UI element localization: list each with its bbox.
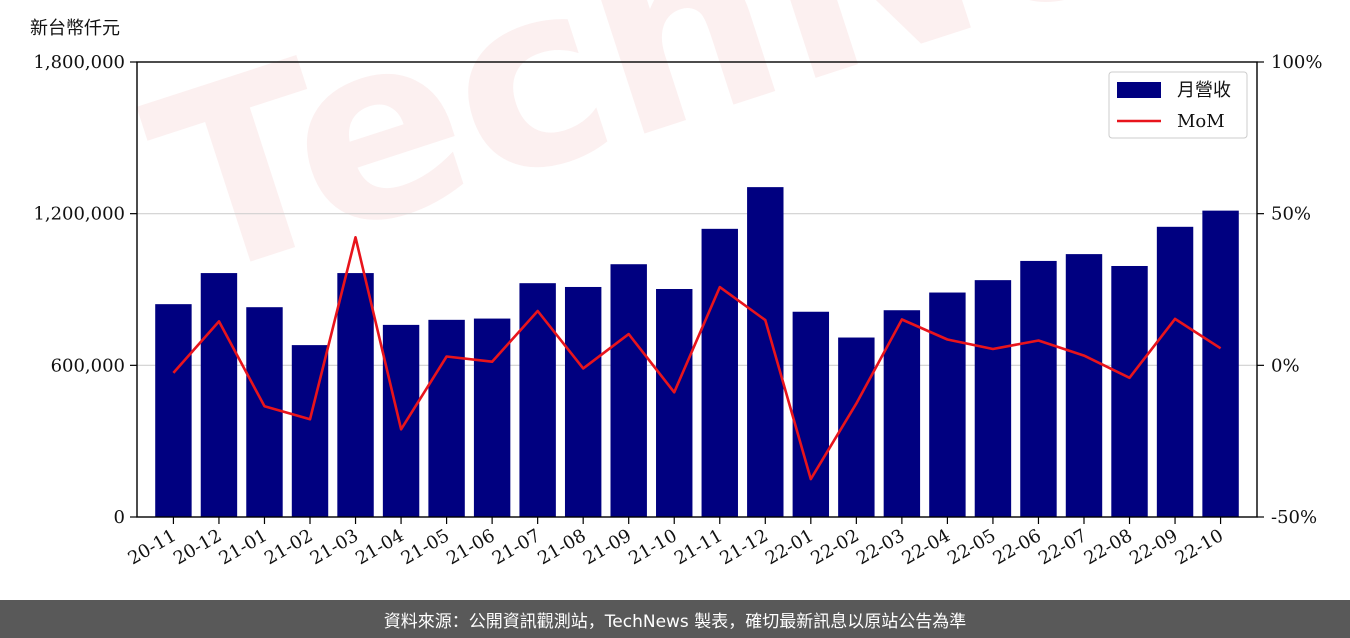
- revenue-chart: 0 600,000 1,200,000 1,800,000 -50% 0% 50% 100% 2…: [33, 52, 1322, 569]
- revenue-bar: [564, 286, 602, 517]
- x-tick-label: 22-10: [1172, 525, 1227, 569]
- revenue-bar: [883, 310, 921, 517]
- x-tick-label: 21-08: [534, 525, 589, 569]
- revenue-bar: [428, 319, 465, 517]
- x-tick-label: 22-03: [853, 525, 908, 569]
- revenue-bar: [1065, 254, 1103, 517]
- revenue-bar: [155, 304, 192, 517]
- x-tick-label: 21-05: [398, 525, 453, 569]
- y-right-tick-label: 100%: [1271, 52, 1322, 73]
- x-tick-label: 22-05: [944, 525, 999, 569]
- x-tick-label: 22-02: [807, 525, 862, 569]
- x-tick-label: 21-10: [625, 525, 680, 569]
- revenue-bar: [656, 288, 693, 517]
- y-right-tick-label: 50%: [1271, 204, 1311, 225]
- x-tick-label: 22-04: [898, 525, 953, 569]
- revenue-bar: [382, 324, 420, 517]
- revenue-bar: [929, 292, 966, 517]
- plot-frame: [136, 61, 1258, 518]
- revenue-bar: [473, 318, 511, 517]
- x-tick-label: 21-11: [671, 525, 726, 569]
- y-left-tick-label: 0: [114, 507, 125, 528]
- mom-line: [172, 236, 1222, 481]
- y-left-tick-label: 600,000: [51, 355, 125, 376]
- y-axis-unit-label: 新台幣仟元: [30, 18, 120, 39]
- revenue-bar: [200, 273, 238, 517]
- x-tick-label: 22-01: [762, 525, 817, 569]
- revenue-bar: [1111, 265, 1148, 517]
- x-tick-label: 21-01: [216, 525, 271, 569]
- x-tick-label: 21-07: [489, 525, 544, 569]
- revenue-bar: [701, 228, 738, 518]
- legend-bar-label: 月營收: [1177, 80, 1231, 101]
- revenue-bar: [1202, 210, 1239, 517]
- revenue-bar: [337, 273, 374, 517]
- x-tick-label: 21-02: [261, 525, 316, 569]
- legend-line-label: MoM: [1177, 111, 1225, 132]
- source-footer: 資料來源：公開資訊觀測站，TechNews 製表，確切最新訊息以原站公告為準: [0, 600, 1350, 638]
- x-tick-label: 21-12: [716, 525, 771, 569]
- y-right-tick-label: 0%: [1271, 355, 1300, 376]
- source-footer-text: 資料來源：公開資訊觀測站，TechNews 製表，確切最新訊息以原站公告為準: [383, 611, 967, 632]
- x-tick-label: 22-06: [990, 525, 1045, 569]
- y-right-tick-label: -50%: [1271, 507, 1317, 528]
- y-left-tick-label: 1,200,000: [33, 204, 125, 225]
- revenue-bar: [519, 283, 556, 517]
- revenue-bar: [974, 280, 1012, 517]
- x-tick-label: 21-03: [307, 525, 362, 569]
- x-tick-label: 20-12: [170, 525, 225, 569]
- x-tick-label: 20-11: [124, 525, 179, 569]
- revenue-bar: [1020, 260, 1057, 517]
- x-tick-label: 21-06: [443, 525, 498, 569]
- revenue-bar: [792, 311, 830, 517]
- revenue-bar: [747, 187, 784, 517]
- y-left-tick-label: 1,800,000: [33, 52, 125, 73]
- x-tick-label: 22-09: [1126, 525, 1181, 569]
- revenue-bar: [838, 337, 875, 517]
- x-tick-label: 21-09: [580, 525, 635, 569]
- legend-bar-swatch: [1117, 82, 1161, 98]
- x-tick-label: 22-07: [1035, 525, 1090, 569]
- revenue-bar: [246, 307, 283, 517]
- revenue-bar: [610, 264, 647, 517]
- revenue-bar: [1156, 226, 1194, 518]
- x-tick-label: 21-04: [352, 525, 407, 569]
- x-tick-label: 22-08: [1081, 525, 1136, 569]
